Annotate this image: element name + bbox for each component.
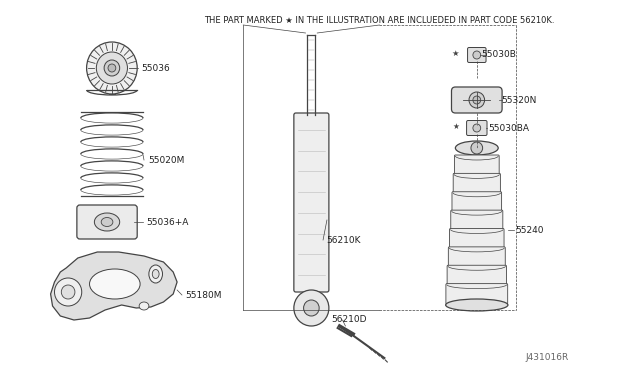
Ellipse shape — [139, 302, 149, 310]
FancyBboxPatch shape — [294, 113, 329, 292]
Text: 55036+A: 55036+A — [146, 218, 188, 227]
FancyBboxPatch shape — [77, 205, 137, 239]
Ellipse shape — [152, 269, 159, 279]
Text: 55020M: 55020M — [148, 155, 184, 164]
Text: J431016R: J431016R — [525, 353, 569, 362]
Circle shape — [86, 42, 137, 94]
FancyBboxPatch shape — [451, 87, 502, 113]
FancyBboxPatch shape — [447, 265, 506, 286]
FancyBboxPatch shape — [453, 173, 500, 194]
Circle shape — [97, 52, 127, 84]
Text: 55030BA: 55030BA — [488, 124, 529, 132]
Circle shape — [108, 64, 116, 72]
Text: 55180M: 55180M — [185, 291, 221, 299]
FancyBboxPatch shape — [446, 283, 508, 304]
Polygon shape — [51, 252, 177, 320]
Circle shape — [469, 92, 484, 108]
FancyBboxPatch shape — [467, 121, 487, 135]
Text: ★: ★ — [452, 48, 460, 58]
Text: THE PART MARKED ★ IN THE ILLUSTRATION ARE INCLUEDED IN PART CODE 56210K.: THE PART MARKED ★ IN THE ILLUSTRATION AR… — [204, 16, 555, 25]
Text: 55240: 55240 — [516, 225, 544, 234]
Ellipse shape — [456, 141, 498, 155]
Ellipse shape — [445, 299, 508, 311]
FancyBboxPatch shape — [449, 228, 504, 249]
Circle shape — [473, 51, 481, 59]
FancyBboxPatch shape — [454, 155, 499, 175]
Ellipse shape — [101, 218, 113, 227]
Text: 55030B: 55030B — [482, 49, 516, 58]
Circle shape — [473, 96, 481, 104]
FancyBboxPatch shape — [449, 247, 505, 267]
Text: 56210K: 56210K — [326, 235, 360, 244]
Circle shape — [471, 142, 483, 154]
Circle shape — [473, 124, 481, 132]
FancyBboxPatch shape — [452, 192, 502, 212]
FancyBboxPatch shape — [468, 48, 486, 62]
Ellipse shape — [90, 269, 140, 299]
Circle shape — [61, 285, 75, 299]
FancyBboxPatch shape — [451, 210, 503, 231]
Circle shape — [54, 278, 82, 306]
Text: ★: ★ — [452, 122, 460, 131]
Circle shape — [104, 60, 120, 76]
Circle shape — [294, 290, 329, 326]
Ellipse shape — [149, 265, 163, 283]
Ellipse shape — [94, 213, 120, 231]
Text: 55320N: 55320N — [501, 96, 536, 105]
Circle shape — [303, 300, 319, 316]
Text: 56210D: 56210D — [331, 315, 366, 324]
Text: 55036: 55036 — [141, 64, 170, 73]
